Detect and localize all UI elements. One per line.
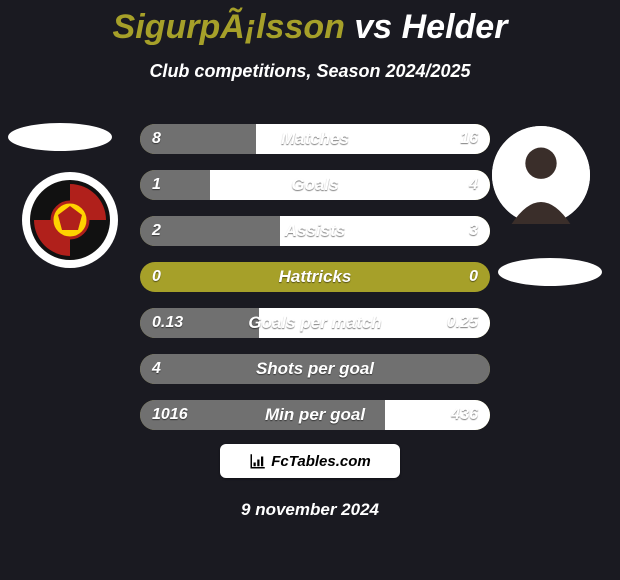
page-title: SigurpÃ¡lsson vs Helder	[0, 0, 620, 47]
player2-oval	[498, 258, 602, 286]
chart-icon	[249, 452, 267, 470]
stat-row: Goals per match0.13 0.25	[140, 308, 490, 338]
title-player1: SigurpÃ¡lsson	[113, 8, 345, 46]
stat-value-left: 2	[152, 216, 161, 246]
comparison-bars: Matches8 16 Goals1 4 Assists2 3 Hattricks0 0 Goa…	[140, 124, 490, 446]
stat-value-right: 436	[451, 400, 478, 430]
stat-value-left: 0.13	[152, 308, 183, 338]
stat-value-right: 0.25	[447, 308, 478, 338]
watermark-text: FcTables.com	[271, 453, 370, 470]
footer-date: 9 november 2024	[0, 500, 620, 520]
watermark-badge: FcTables.com	[220, 444, 400, 478]
stat-value-left: 8	[152, 124, 161, 154]
stat-label: Min per goal	[140, 400, 490, 430]
stat-value-right: 3	[469, 216, 478, 246]
stat-label: Hattricks	[140, 262, 490, 292]
title-vs: vs	[354, 8, 392, 46]
stat-label: Goals per match	[140, 308, 490, 338]
subtitle: Club competitions, Season 2024/2025	[0, 61, 620, 82]
stat-row: Min per goal1016 436	[140, 400, 490, 430]
player1-oval	[8, 123, 112, 151]
stat-value-left: 1	[152, 170, 161, 200]
stat-value-left: 1016	[152, 400, 188, 430]
stat-value-right: 16	[460, 124, 478, 154]
stat-value-left: 0	[152, 262, 161, 292]
stat-label: Goals	[140, 170, 490, 200]
stat-row: Matches8 16	[140, 124, 490, 154]
stat-label: Assists	[140, 216, 490, 246]
title-player2: Helder	[402, 8, 508, 46]
stat-label: Shots per goal	[140, 354, 490, 384]
player1-club-badge	[20, 170, 120, 270]
stat-row: Shots per goal4	[140, 354, 490, 384]
stat-row: Assists2 3	[140, 216, 490, 246]
stat-value-left: 4	[152, 354, 161, 384]
stat-value-right: 4	[469, 170, 478, 200]
stat-row: Goals1 4	[140, 170, 490, 200]
stat-value-right: 0	[469, 262, 478, 292]
stat-row: Hattricks0 0	[140, 262, 490, 292]
stat-label: Matches	[140, 124, 490, 154]
player2-avatar	[492, 126, 590, 224]
